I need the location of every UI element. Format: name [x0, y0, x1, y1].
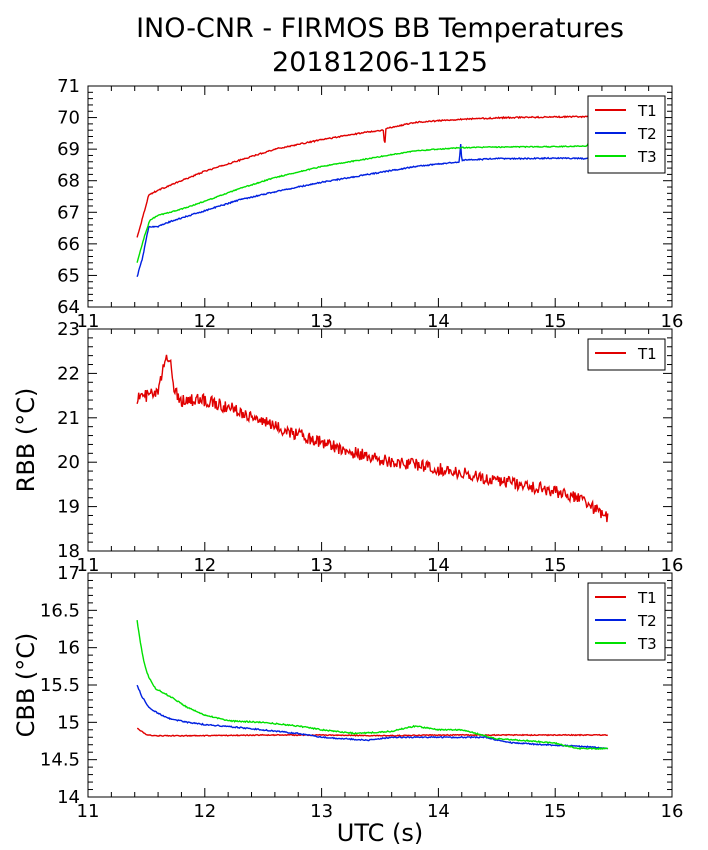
legend-label-t3: T3 — [637, 148, 657, 166]
x-tick-label: 11 — [77, 555, 100, 576]
y-tick-label: 67 — [57, 202, 80, 223]
x-tick-label: 15 — [544, 311, 567, 332]
x-tick-label: 11 — [77, 311, 100, 332]
plot-frame — [87, 328, 673, 552]
series-line-t1 — [137, 727, 608, 738]
x-tick-label: 13 — [310, 801, 333, 822]
panels-group: 11 12 13 14 15 16 64 65 66 67 68 69 70 71 T1 T2 T3 11 12 13… — [12, 76, 683, 822]
y-axis-label: RBB (°C) — [12, 388, 40, 493]
legend-label-t3: T3 — [637, 635, 657, 653]
x-tick-label: 15 — [544, 555, 567, 576]
x-tick-label: 14 — [427, 801, 450, 822]
y-tick-label: 69 — [57, 139, 80, 160]
y-tick-label: 14 — [57, 787, 80, 808]
y-tick-label: 15 — [57, 712, 80, 733]
y-tick-label: 21 — [57, 408, 80, 429]
x-tick-label: 16 — [661, 555, 684, 576]
y-tick-label: 15.5 — [40, 675, 80, 696]
y-tick-label: 20 — [57, 452, 80, 473]
series-line-t2 — [136, 143, 609, 278]
series-line-t1 — [136, 114, 609, 238]
series-line-t2 — [136, 684, 609, 750]
legend-box — [587, 95, 666, 174]
x-tick-label: 11 — [77, 801, 100, 822]
y-tick-label: 17 — [57, 563, 80, 584]
x-tick-label: 12 — [193, 311, 216, 332]
x-tick-label: 15 — [544, 801, 567, 822]
y-tick-label: 19 — [57, 497, 80, 518]
x-tick-label: 14 — [427, 555, 450, 576]
panel-2: 11 12 13 14 15 16 18 19 20 21 22 23 RBB (°C) T1 — [12, 319, 683, 576]
y-tick-label: 71 — [57, 76, 80, 97]
x-tick-label: 14 — [427, 311, 450, 332]
legend-label-t1: T1 — [637, 345, 657, 363]
legend-label-t2: T2 — [637, 125, 657, 143]
series-line-t3 — [136, 139, 608, 263]
series-line-t1 — [136, 354, 609, 523]
y-tick-label: 66 — [57, 234, 80, 255]
panel-1: 11 12 13 14 15 16 64 65 66 67 68 69 70 71 T1 T2 T3 — [57, 76, 683, 332]
y-tick-label: 68 — [57, 171, 80, 192]
legend-box — [587, 582, 666, 661]
y-tick-label: 18 — [57, 541, 80, 562]
y-tick-label: 64 — [57, 297, 80, 318]
panel-3: 11 12 13 14 15 16 14 14.5 15 15.5 16 16.5 17 CBB (°C)… — [12, 563, 683, 822]
plot-frame — [87, 572, 673, 798]
legend-label-t1: T1 — [637, 589, 657, 607]
legend-label-t2: T2 — [637, 612, 657, 630]
x-tick-label: 16 — [661, 311, 684, 332]
x-tick-label: 16 — [661, 801, 684, 822]
x-axis-label: UTC (s) — [337, 819, 423, 847]
x-tick-label: 12 — [193, 801, 216, 822]
y-axis-label: CBB (°C) — [12, 633, 40, 738]
y-tick-label: 70 — [57, 108, 80, 129]
y-tick-label: 65 — [57, 265, 80, 286]
y-tick-label: 14.5 — [40, 750, 80, 771]
x-tick-label: 12 — [193, 555, 216, 576]
y-tick-label: 23 — [57, 319, 80, 340]
legend-box — [587, 338, 666, 371]
x-tick-label: 13 — [310, 311, 333, 332]
plot-frame — [87, 85, 673, 308]
y-tick-label: 22 — [57, 363, 80, 384]
legend-label-t1: T1 — [637, 102, 657, 120]
y-tick-label: 16 — [57, 638, 80, 659]
chart-subtitle: 20181206-1125 — [272, 47, 488, 78]
chart-title: INO-CNR - FIRMOS BB Temperatures — [136, 13, 624, 44]
x-tick-label: 13 — [310, 555, 333, 576]
y-tick-label: 16.5 — [40, 600, 80, 621]
series-line-t3 — [136, 620, 609, 751]
